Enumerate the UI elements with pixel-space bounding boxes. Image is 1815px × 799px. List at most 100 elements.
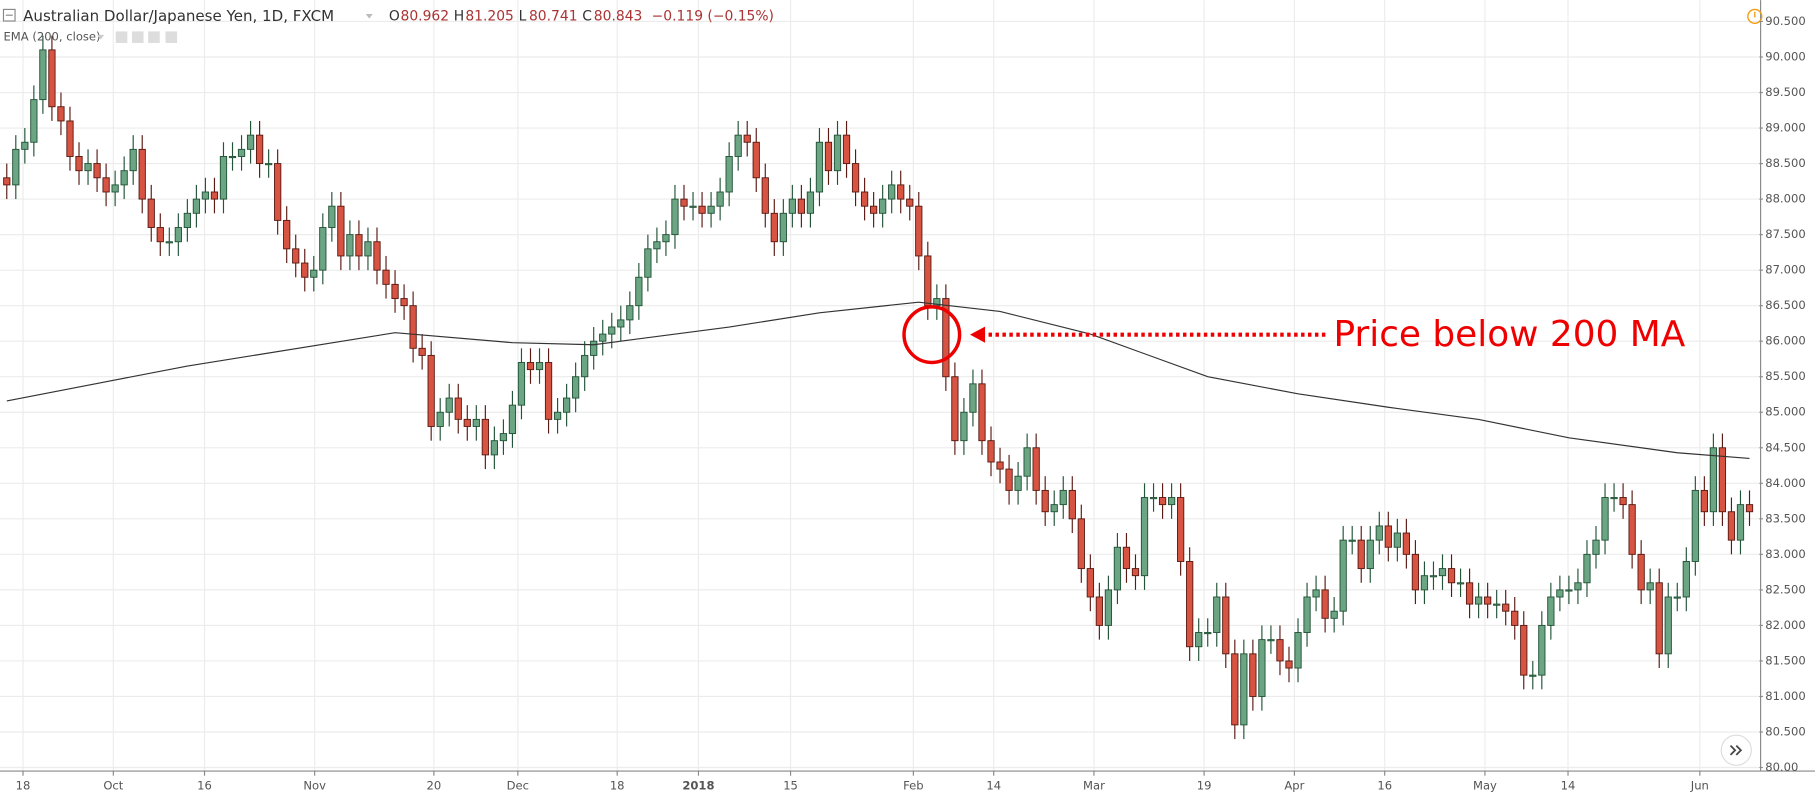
collapse-icon[interactable] (2, 8, 16, 22)
candle-body (129, 148, 137, 172)
candle-body (1167, 497, 1176, 506)
candle-body (544, 362, 553, 420)
candle-body (1438, 568, 1447, 577)
candle-body (1068, 489, 1076, 520)
candle-body (698, 205, 706, 214)
candle-body (851, 163, 860, 193)
candle-body (1538, 624, 1546, 676)
x-tick-label: Apr (1284, 779, 1304, 793)
x-tick-label: 19 (1197, 779, 1212, 793)
alert-icon[interactable] (1747, 8, 1763, 24)
candle-body (1619, 497, 1627, 506)
indicator-icon[interactable] (115, 31, 128, 43)
candle-body (1276, 639, 1284, 662)
candle-body (653, 241, 661, 250)
candle-body (680, 198, 688, 207)
candle-body (292, 248, 300, 264)
candle-body (120, 170, 128, 186)
ema-line (6, 301, 1750, 459)
candle-body (1691, 489, 1699, 562)
candle-body (842, 134, 851, 165)
candle-body (472, 418, 480, 427)
close-value: 80.843 (594, 8, 643, 24)
y-tick-label: 86.000 (1765, 334, 1805, 348)
candle-body (1059, 489, 1067, 506)
candle-body (373, 241, 381, 271)
candle-body (174, 227, 182, 243)
candle-body (418, 347, 426, 356)
open-label: O (389, 8, 400, 24)
low-value: 80.741 (529, 8, 578, 24)
candle-body (635, 276, 643, 307)
x-tick-label: 18 (16, 779, 31, 793)
candle-body (924, 255, 932, 307)
candle-body (1050, 504, 1058, 513)
candle-body (1177, 497, 1185, 562)
candle-body (1664, 596, 1672, 655)
candle-body (463, 418, 471, 427)
candle-body (960, 411, 968, 442)
candle-body (1727, 511, 1736, 541)
candle-body (1646, 582, 1654, 591)
candle-body (1447, 568, 1456, 584)
candle-body (734, 134, 742, 157)
candle-body (66, 120, 74, 157)
candle-body (499, 433, 508, 442)
candle-body (265, 163, 273, 166)
candle-body (1213, 596, 1221, 633)
candle-body (57, 106, 65, 122)
y-tick-label: 80.00 (1765, 760, 1798, 774)
candle-body (1258, 639, 1266, 697)
candle-body (526, 362, 535, 371)
candle-body (427, 354, 435, 427)
candle-body (75, 156, 83, 172)
y-tick-label: 81.000 (1765, 689, 1805, 703)
candle-body (1493, 603, 1501, 606)
candle-body (1393, 532, 1401, 548)
annotation-arrowhead (970, 326, 986, 343)
candle-body (1592, 539, 1600, 555)
candle-body (183, 212, 191, 228)
indicator-icon[interactable] (148, 31, 160, 43)
candle-body (481, 418, 489, 456)
dropdown-caret[interactable] (365, 14, 373, 19)
candle-body (897, 184, 905, 200)
candle-body (1339, 539, 1347, 612)
candle-body (12, 148, 20, 186)
candle-body (1113, 546, 1122, 591)
candle-body (608, 326, 616, 335)
x-tick-label: 16 (1377, 779, 1392, 793)
candle-body (716, 191, 724, 207)
y-tick-label: 90.000 (1765, 49, 1805, 63)
candle-body (301, 262, 309, 278)
candle-body (165, 241, 173, 244)
y-tick-label: 82.000 (1765, 618, 1805, 632)
candle-body (454, 397, 462, 420)
indicator-icon[interactable] (131, 31, 144, 43)
candle-body (833, 134, 842, 172)
candle-body (192, 198, 201, 214)
candle-body (1700, 489, 1708, 513)
candle-body (1366, 539, 1374, 570)
candle-body (743, 134, 751, 143)
candle-body (1583, 553, 1591, 584)
candle-body (1267, 639, 1275, 642)
candle-body (996, 461, 1004, 470)
candle-body (1610, 497, 1618, 500)
candle-body (1032, 447, 1040, 491)
x-tick-label: May (1473, 779, 1497, 793)
candle-body (1745, 504, 1754, 513)
candle-body (1195, 632, 1203, 648)
x-tick-label: 15 (783, 779, 798, 793)
candle-body (1104, 589, 1113, 626)
candle-body (824, 141, 833, 172)
candle-body (1140, 497, 1149, 577)
indicator-icon[interactable] (165, 31, 178, 43)
indicator-caret[interactable] (97, 34, 105, 40)
candle-body (310, 269, 318, 278)
candle-body (951, 376, 959, 442)
candle-body (1429, 575, 1438, 578)
candle-body (752, 141, 760, 179)
candle-body (1231, 653, 1239, 726)
candle-body (1411, 553, 1420, 591)
